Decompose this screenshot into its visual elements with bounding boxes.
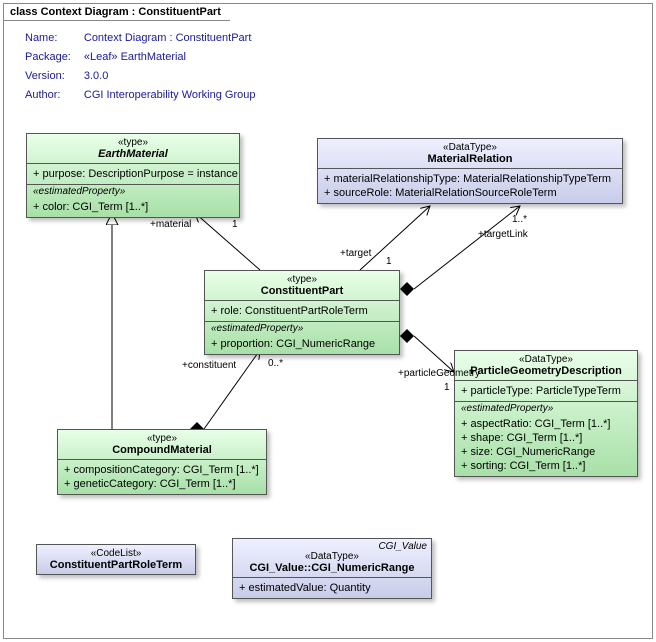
class-particle-geometry: «DataType» ParticleGeometryDescription +…	[454, 350, 638, 477]
label-constituent: +constituent	[182, 360, 236, 371]
class-header: «type» ConstituentPart	[205, 271, 399, 301]
attr-row: + particleType: ParticleTypeTerm	[461, 384, 631, 398]
meta-package-label: Package:	[24, 49, 81, 66]
meta-name-label: Name:	[24, 30, 81, 47]
class-name: ConstituentPartRoleTerm	[43, 559, 189, 571]
label-one-star: 1..*	[512, 214, 527, 225]
label-material: +material	[150, 219, 191, 230]
attr-row: + shape: CGI_Term [1..*]	[461, 431, 631, 445]
attr-section: + compositionCategory: CGI_Term [1..*] +…	[58, 460, 266, 494]
label-target: +target	[340, 248, 371, 259]
class-header: «type» EarthMaterial	[27, 134, 239, 164]
class-name: MaterialRelation	[324, 153, 616, 165]
attr-section: + materialRelationshipType: MaterialRela…	[318, 169, 622, 203]
frame-title: class Context Diagram : ConstituentPart	[3, 3, 230, 21]
attr-section: + role: ConstituentPartRoleTerm	[205, 301, 399, 322]
label-one-b: 1	[386, 256, 392, 267]
stereotype-label: «DataType»	[239, 551, 425, 562]
label-particle-geometry: +particleGeometry	[398, 368, 480, 379]
attr-row: + sorting: CGI_Term [1..*]	[461, 459, 631, 473]
attr-row: + size: CGI_NumericRange	[461, 445, 631, 459]
attr-row: + geneticCategory: CGI_Term [1..*]	[64, 477, 260, 491]
class-name: ConstituentPart	[211, 285, 393, 297]
attr-section: + estimatedValue: Quantity	[233, 578, 431, 598]
attr-row: + role: ConstituentPartRoleTerm	[211, 304, 393, 318]
tag-label: «estimatedProperty»	[27, 185, 239, 197]
pkg-label: CGI_Value	[378, 541, 427, 552]
diagram-metadata: Name:Context Diagram : ConstituentPart P…	[22, 28, 258, 106]
metadata-table: Name:Context Diagram : ConstituentPart P…	[22, 28, 258, 106]
attr-row: + materialRelationshipType: MaterialRela…	[324, 172, 616, 186]
stereotype-label: «type»	[33, 137, 233, 148]
attr-row: + sourceRole: MaterialRelationSourceRole…	[324, 186, 616, 200]
attr-row: + purpose: DescriptionPurpose = instance	[33, 167, 233, 181]
stereotype-label: «DataType»	[461, 354, 631, 365]
meta-version-value: 3.0.0	[83, 68, 257, 85]
attr-section: + purpose: DescriptionPurpose = instance	[27, 164, 239, 185]
meta-author-value: CGI Interoperability Working Group	[83, 87, 257, 104]
attr-section: + color: CGI_Term [1..*]	[27, 197, 239, 217]
attr-row: + aspectRatio: CGI_Term [1..*]	[461, 417, 631, 431]
attr-row: + proportion: CGI_NumericRange	[211, 337, 393, 351]
class-material-relation: «DataType» MaterialRelation + materialRe…	[317, 138, 623, 204]
tag-label: «estimatedProperty»	[205, 322, 399, 334]
class-header: «type» CompoundMaterial	[58, 430, 266, 460]
class-name: ParticleGeometryDescription	[461, 365, 631, 377]
attr-section: + particleType: ParticleTypeTerm	[455, 381, 637, 402]
stereotype-label: «type»	[211, 274, 393, 285]
meta-version-label: Version:	[24, 68, 81, 85]
class-earth-material: «type» EarthMaterial + purpose: Descript…	[26, 133, 240, 218]
class-numeric-range: CGI_Value «DataType» CGI_Value::CGI_Nume…	[232, 538, 432, 599]
attr-row: + compositionCategory: CGI_Term [1..*]	[64, 463, 260, 477]
attr-row: + estimatedValue: Quantity	[239, 581, 425, 595]
attr-row: + color: CGI_Term [1..*]	[33, 200, 233, 214]
label-zero-star: 0..*	[268, 358, 283, 369]
class-header: «DataType» MaterialRelation	[318, 139, 622, 169]
class-constituent-part: «type» ConstituentPart + role: Constitue…	[204, 270, 400, 355]
class-header: «CodeList» ConstituentPartRoleTerm	[37, 545, 195, 574]
meta-author-label: Author:	[24, 87, 81, 104]
class-name: EarthMaterial	[33, 148, 233, 160]
class-name: CGI_Value::CGI_NumericRange	[239, 562, 425, 574]
class-name: CompoundMaterial	[64, 444, 260, 456]
attr-section: + proportion: CGI_NumericRange	[205, 334, 399, 354]
meta-package-value: «Leaf» EarthMaterial	[83, 49, 257, 66]
class-header: «DataType» ParticleGeometryDescription	[455, 351, 637, 381]
class-compound-material: «type» CompoundMaterial + compositionCat…	[57, 429, 267, 495]
stereotype-label: «type»	[64, 433, 260, 444]
label-one-c: 1	[444, 382, 450, 393]
attr-section: + aspectRatio: CGI_Term [1..*] + shape: …	[455, 414, 637, 476]
stereotype-label: «CodeList»	[43, 548, 189, 559]
class-role-term: «CodeList» ConstituentPartRoleTerm	[36, 544, 196, 575]
label-one-a: 1	[232, 219, 238, 230]
meta-name-value: Context Diagram : ConstituentPart	[83, 30, 257, 47]
frame-title-text: class Context Diagram : ConstituentPart	[10, 6, 221, 18]
tag-label: «estimatedProperty»	[455, 402, 637, 414]
label-targetlink: +targetLink	[478, 229, 528, 240]
stereotype-label: «DataType»	[324, 142, 616, 153]
